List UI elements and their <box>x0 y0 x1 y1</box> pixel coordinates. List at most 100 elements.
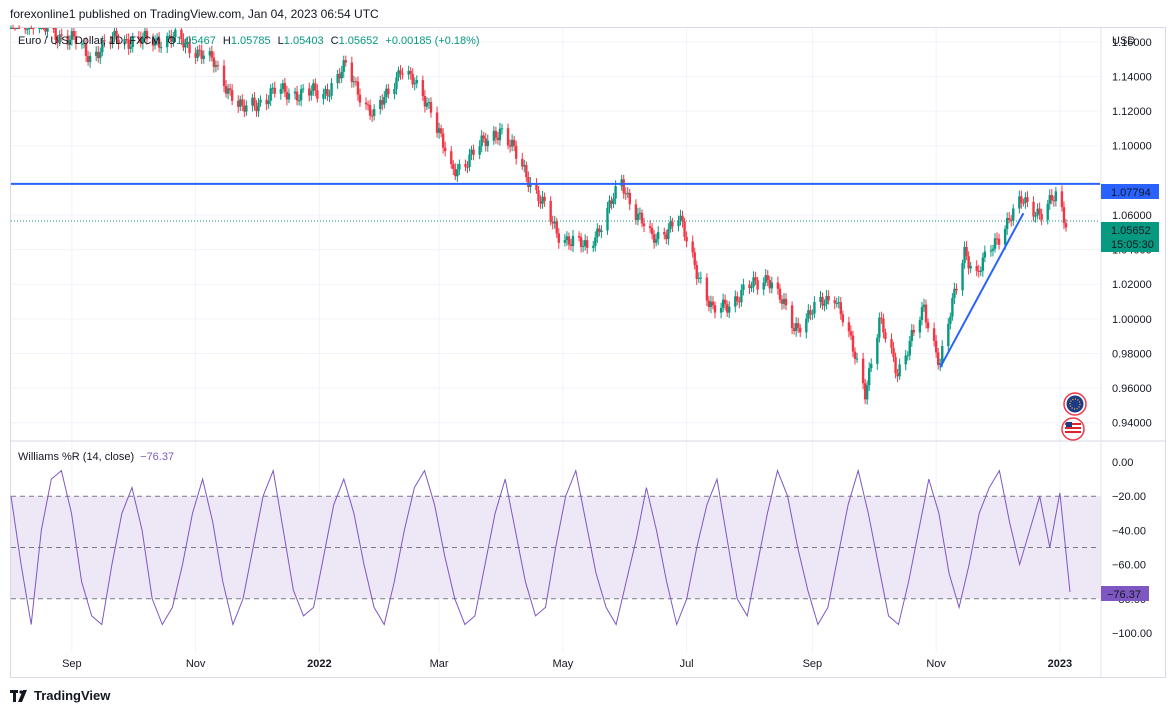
candle-body <box>1026 197 1029 202</box>
wr-badge-text: −76.37 <box>1107 589 1141 601</box>
candle-body <box>127 39 130 49</box>
candle-body <box>470 149 473 155</box>
candle-body <box>174 29 177 37</box>
candle-body <box>825 295 828 304</box>
candle-body <box>166 36 169 48</box>
candle-body <box>657 232 660 240</box>
candle-body <box>537 190 540 202</box>
time-axis-label: Mar <box>430 658 449 670</box>
candle-body <box>654 239 658 243</box>
candle-body <box>738 301 741 303</box>
candle-body <box>723 299 727 305</box>
candle-body <box>52 28 55 29</box>
candle-body <box>776 282 780 289</box>
candle-body <box>279 89 283 94</box>
candle-body <box>46 28 49 32</box>
eu-flag-icon[interactable] <box>1063 392 1087 416</box>
candle-body <box>918 320 922 333</box>
candle-body <box>411 73 414 85</box>
candle-body <box>634 204 638 221</box>
candle-body <box>539 201 542 204</box>
candle-body <box>427 102 431 104</box>
candle-body <box>109 41 112 44</box>
candle-body <box>563 240 567 243</box>
candle-body <box>600 230 603 233</box>
candle-body <box>413 83 416 85</box>
candle-body <box>472 149 475 155</box>
candle-body <box>293 91 297 94</box>
candle-body <box>429 102 433 113</box>
candle-body <box>849 331 853 336</box>
candle-body <box>628 192 631 205</box>
candle-body <box>514 145 518 159</box>
oscillator-value: −76.37 <box>140 451 175 463</box>
candle-body <box>941 346 944 364</box>
candle-body <box>66 35 70 45</box>
candle-body <box>811 313 814 315</box>
candle-body <box>494 130 498 138</box>
candle-body <box>667 229 670 240</box>
candle-body <box>478 146 481 155</box>
candle-body <box>752 277 755 287</box>
candle-body <box>620 179 623 187</box>
price-tick-label: 1.02000 <box>1112 279 1152 291</box>
candle-body <box>695 264 698 279</box>
candle-body <box>963 247 966 264</box>
tradingview-logo-icon <box>10 689 27 702</box>
candle-body <box>1064 223 1068 228</box>
candle-body <box>372 109 376 117</box>
candle-body <box>492 130 496 141</box>
candle-body <box>322 93 325 99</box>
candle-body <box>975 266 978 271</box>
candle-body <box>68 39 72 45</box>
candle-body <box>934 340 938 353</box>
candle-body <box>910 329 914 341</box>
candle-body <box>387 88 390 95</box>
candle-body <box>141 37 145 44</box>
candle-body <box>543 196 546 201</box>
candle-body <box>638 212 642 215</box>
candle-body <box>762 282 765 290</box>
candle-body <box>896 373 899 377</box>
candle-body <box>555 221 558 234</box>
candle-body <box>443 147 447 152</box>
candle-body <box>287 93 291 100</box>
candle-body <box>452 164 455 169</box>
candle-body <box>768 280 771 289</box>
candle-body <box>612 198 615 204</box>
candle-body <box>86 55 90 62</box>
candle-body <box>713 305 717 313</box>
candle-body <box>707 300 711 308</box>
candle-body <box>356 81 360 95</box>
candle-body <box>129 47 132 49</box>
candle-body <box>691 241 694 253</box>
candle-body <box>466 166 469 168</box>
candle-body <box>1020 196 1023 203</box>
candle-body <box>821 296 824 306</box>
candle-body <box>671 221 674 227</box>
tradingview-footer[interactable]: TradingView <box>10 688 110 703</box>
time-axis-label: Nov <box>186 658 206 670</box>
us-flag-icon[interactable] <box>1061 417 1085 441</box>
candle-body <box>523 165 526 167</box>
candle-body <box>364 102 368 105</box>
candle-body <box>500 128 504 130</box>
level-badge: 1.07794 <box>1101 184 1159 199</box>
candle-body <box>103 40 106 42</box>
candle-body <box>693 252 696 265</box>
candle-body <box>397 70 400 78</box>
candle-body <box>115 30 118 40</box>
time-axis-label: Sep <box>803 658 823 670</box>
candle-body <box>113 30 116 37</box>
candle-body <box>953 288 956 299</box>
candle-body <box>610 200 613 204</box>
candle-body <box>1034 215 1037 217</box>
candle-body <box>983 251 987 258</box>
candle-body <box>216 65 220 67</box>
candle-body <box>267 100 270 105</box>
candle-body <box>97 51 100 59</box>
candle-body <box>882 318 885 333</box>
candle-body <box>833 300 836 304</box>
candle-body <box>450 151 453 165</box>
